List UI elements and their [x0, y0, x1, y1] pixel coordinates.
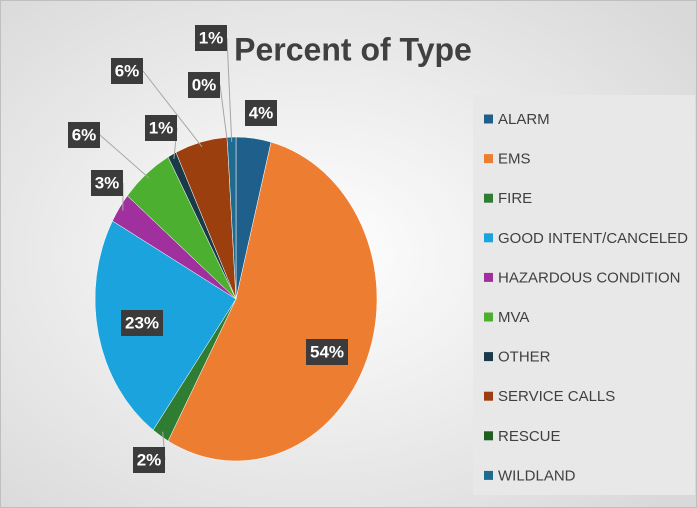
- legend-label: MVA: [498, 309, 529, 326]
- data-label: 1%: [199, 28, 224, 47]
- legend-swatch: [484, 154, 493, 164]
- data-label: 3%: [95, 173, 120, 192]
- data-label-box: [145, 115, 177, 141]
- legend-swatch: [484, 431, 493, 441]
- data-label-box: [306, 339, 348, 365]
- legend-swatch: [484, 352, 493, 362]
- legend-swatch: [484, 233, 493, 243]
- data-label: 54%: [310, 342, 344, 361]
- leader-line: [226, 37, 233, 142]
- pie-slice: [167, 141, 378, 462]
- data-label-box: [195, 25, 227, 51]
- legend-label: ALARM: [498, 111, 550, 128]
- legend-swatch: [484, 391, 493, 401]
- legend-swatch: [484, 272, 493, 282]
- chart-title: Percent of Type: [234, 31, 472, 67]
- data-label: 4%: [249, 103, 274, 122]
- legend-label: EMS: [498, 151, 531, 168]
- data-label: 6%: [72, 125, 97, 144]
- data-label-box: [121, 310, 163, 336]
- legend-box: [473, 95, 695, 495]
- leader-line: [142, 70, 203, 148]
- leader-line: [99, 134, 150, 179]
- data-label-box: [91, 170, 123, 196]
- data-label-box: [188, 72, 220, 98]
- legend-swatch: [484, 470, 493, 480]
- legend-label: WILDLAND: [498, 467, 576, 484]
- data-label: 1%: [149, 118, 174, 137]
- legend-swatch: [484, 193, 493, 203]
- data-label-box: [133, 447, 165, 473]
- legend-label: OTHER: [498, 349, 551, 366]
- legend-label: RESCUE: [498, 428, 561, 445]
- pie-slice: [94, 220, 237, 431]
- data-label: 2%: [137, 450, 162, 469]
- legend-label: FIRE: [498, 190, 532, 207]
- legend-swatch: [484, 312, 493, 322]
- data-label: 23%: [125, 313, 159, 332]
- legend-label: SERVICE CALLS: [498, 388, 615, 405]
- data-label-box: [111, 58, 143, 84]
- data-label: 0%: [192, 75, 217, 94]
- data-label-box: [245, 100, 277, 126]
- data-label-box: [68, 122, 100, 148]
- data-label: 6%: [115, 61, 140, 80]
- legend-label: HAZARDOUS CONDITION: [498, 269, 681, 286]
- leader-line: [219, 84, 228, 143]
- legend-swatch: [484, 114, 493, 124]
- legend-label: GOOD INTENT/CANCELED: [498, 230, 688, 247]
